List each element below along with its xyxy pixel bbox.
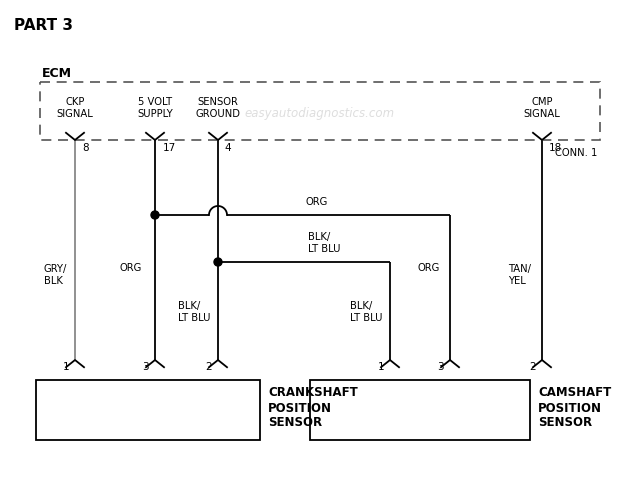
Bar — [310, 380, 530, 440]
Text: 18: 18 — [549, 143, 562, 153]
Text: CAMSHAFT
POSITION
SENSOR: CAMSHAFT POSITION SENSOR — [538, 386, 611, 430]
Text: 1: 1 — [62, 362, 69, 372]
Text: 2: 2 — [530, 362, 536, 372]
Text: 3: 3 — [142, 362, 149, 372]
Text: PART 3: PART 3 — [14, 18, 73, 33]
Text: 1: 1 — [378, 362, 384, 372]
Text: ORG: ORG — [120, 263, 142, 273]
Text: BLK/
LT BLU: BLK/ LT BLU — [308, 232, 341, 254]
Bar — [40, 82, 600, 140]
Bar — [36, 380, 260, 440]
Text: easyautodiagnostics.com: easyautodiagnostics.com — [245, 106, 395, 120]
Text: ORG: ORG — [418, 263, 441, 273]
Text: ECM: ECM — [42, 67, 72, 80]
Text: CMP
SIGNAL: CMP SIGNAL — [523, 97, 561, 119]
Text: CONN. 1: CONN. 1 — [555, 148, 598, 158]
Text: CKP
SIGNAL: CKP SIGNAL — [57, 97, 93, 119]
Circle shape — [151, 211, 159, 219]
Text: 17: 17 — [163, 143, 176, 153]
Circle shape — [214, 258, 222, 266]
Text: BLK/
LT BLU: BLK/ LT BLU — [178, 301, 211, 323]
Text: 2: 2 — [205, 362, 212, 372]
Text: 4: 4 — [224, 143, 231, 153]
Text: SENSOR
GROUND: SENSOR GROUND — [195, 97, 240, 119]
Text: GRY/
BLK: GRY/ BLK — [44, 264, 67, 286]
Text: TAN/
YEL: TAN/ YEL — [508, 264, 531, 286]
Text: CRANKSHAFT
POSITION
SENSOR: CRANKSHAFT POSITION SENSOR — [268, 386, 358, 430]
Text: ORG: ORG — [305, 197, 328, 207]
Text: 5 VOLT
SUPPLY: 5 VOLT SUPPLY — [137, 97, 173, 119]
Text: 8: 8 — [82, 143, 88, 153]
Text: 3: 3 — [438, 362, 444, 372]
Text: BLK/
LT BLU: BLK/ LT BLU — [350, 301, 383, 323]
